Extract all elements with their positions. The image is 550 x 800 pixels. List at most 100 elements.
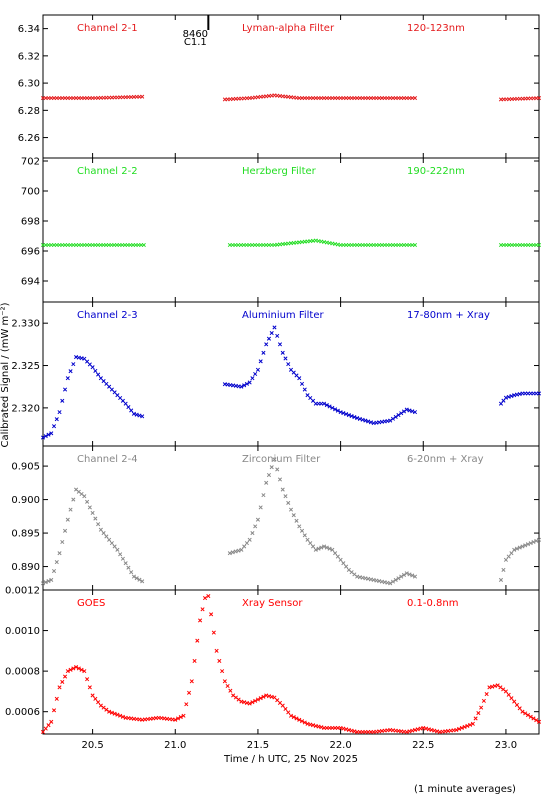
y-tick-label: 694	[21, 277, 40, 288]
data-point	[57, 410, 62, 415]
data-point	[186, 690, 192, 695]
data-point	[93, 696, 98, 701]
data-point	[60, 398, 65, 403]
data-point	[525, 542, 531, 547]
data-point	[134, 576, 139, 581]
data-point	[525, 713, 531, 718]
data-point	[250, 700, 255, 705]
data-point	[316, 546, 321, 551]
data-point	[242, 544, 247, 549]
data-point	[140, 414, 145, 419]
data-point	[244, 541, 249, 546]
data-point	[280, 703, 285, 708]
data-point	[62, 528, 68, 533]
data-point	[239, 384, 244, 389]
data-point	[341, 561, 346, 566]
data-point	[272, 457, 277, 462]
data-point	[236, 548, 241, 553]
flare-marker: 8460 C1.1	[183, 15, 210, 48]
data-point	[288, 507, 294, 512]
data-point	[62, 387, 68, 392]
y-tick-label: 6.30	[18, 79, 40, 90]
data-point	[410, 728, 415, 733]
data-point	[255, 697, 260, 702]
data-point	[93, 516, 98, 521]
data-point	[302, 533, 307, 538]
data-point	[255, 367, 260, 372]
data-point	[129, 570, 134, 575]
data-point	[294, 716, 299, 721]
data-point	[247, 537, 252, 542]
data-point	[43, 580, 48, 585]
data-point	[528, 541, 533, 546]
data-point	[352, 415, 357, 420]
data-point	[341, 726, 346, 731]
x-axis-title: Time / h UTC, 25 Nov 2025	[223, 754, 358, 765]
data-point	[195, 638, 200, 643]
data-point	[173, 717, 178, 722]
data-point	[71, 362, 76, 367]
data-point	[412, 242, 418, 248]
data-point	[253, 371, 258, 377]
data-point	[288, 713, 294, 718]
data-point	[410, 409, 415, 414]
data-point	[308, 722, 313, 727]
data-point	[454, 727, 459, 732]
data-point	[107, 537, 112, 542]
y-tick-label: 2.325	[11, 361, 40, 372]
data-point	[401, 572, 407, 577]
data-point	[247, 380, 252, 385]
data-point	[118, 713, 123, 718]
data-point	[506, 554, 511, 559]
data-point	[297, 376, 302, 381]
panel-name-label: Channel 2-1	[77, 23, 138, 34]
data-point	[74, 665, 79, 670]
data-point	[198, 618, 203, 623]
data-point	[109, 541, 114, 546]
y-tick-label: 0.905	[11, 462, 40, 473]
data-point	[68, 507, 73, 512]
data-point	[275, 467, 280, 472]
data-point	[349, 414, 354, 419]
data-point	[528, 714, 533, 719]
data-point	[415, 727, 420, 732]
data-point	[192, 658, 197, 664]
data-point	[49, 431, 54, 436]
data-point	[277, 477, 283, 482]
data-point	[523, 543, 528, 548]
data-point	[202, 596, 208, 601]
data-point	[399, 574, 404, 579]
data-point	[96, 522, 101, 527]
averaging-note: (1 minute averages)	[414, 784, 516, 795]
data-point	[310, 544, 316, 549]
data-point	[87, 685, 92, 690]
data-point	[421, 725, 426, 730]
data-point	[470, 721, 475, 726]
data-point	[366, 419, 371, 424]
data-point	[264, 693, 269, 698]
data-point	[283, 494, 288, 499]
data-point	[396, 413, 401, 418]
panel-filter-label: Herzberg Filter	[242, 166, 317, 177]
panel-4: 0.890 0.895 0.900 0.905 Channel 2-4 Zirconium…	[11, 445, 542, 591]
data-point	[51, 568, 57, 574]
data-point	[68, 369, 73, 374]
data-point	[255, 517, 260, 522]
y-tick-label: 702	[21, 157, 40, 168]
data-point	[338, 410, 343, 415]
x-tick-label: 20.5	[81, 740, 103, 751]
data-point	[346, 727, 351, 732]
data-point	[51, 708, 57, 713]
data-point	[65, 517, 70, 522]
data-point	[286, 362, 291, 367]
data-point	[468, 722, 473, 727]
data-point	[352, 729, 357, 734]
data-point	[250, 376, 255, 381]
data-point	[360, 417, 365, 422]
data-point	[490, 684, 495, 689]
x-axis: 20.5 21.0 21.5 22.0 22.5 23.0	[81, 740, 517, 751]
x-tick-label: 22.5	[412, 740, 434, 751]
data-point	[509, 393, 514, 399]
data-point	[506, 692, 511, 697]
data-point	[60, 539, 65, 545]
